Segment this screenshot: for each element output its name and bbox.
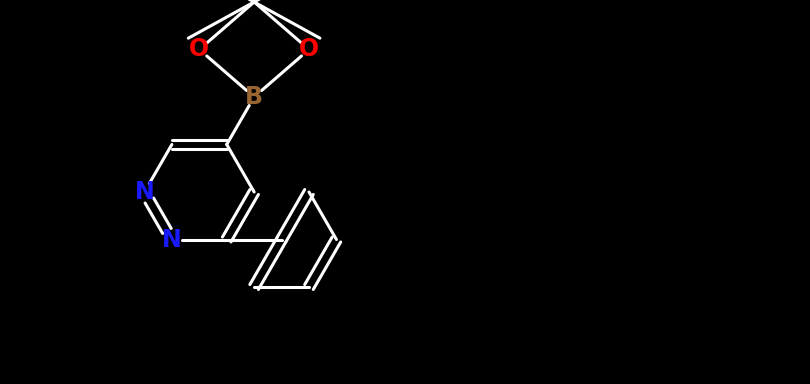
Text: N: N <box>134 180 154 204</box>
Text: B: B <box>245 85 263 109</box>
Text: N: N <box>162 227 181 252</box>
Text: O: O <box>190 38 209 61</box>
Text: O: O <box>299 38 319 61</box>
